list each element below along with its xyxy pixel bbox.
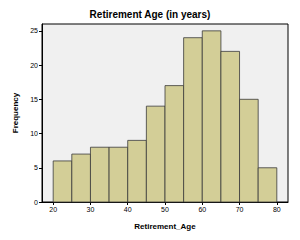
svg-text:20: 20 (30, 62, 38, 69)
svg-text:5: 5 (34, 164, 38, 171)
svg-text:10: 10 (30, 130, 38, 137)
svg-text:Frequency: Frequency (11, 92, 20, 133)
svg-text:Retirement_Age: Retirement_Age (134, 222, 196, 231)
svg-text:60: 60 (198, 206, 206, 213)
svg-text:Retirement Age (in years): Retirement Age (in years) (90, 9, 211, 20)
svg-text:15: 15 (30, 96, 38, 103)
svg-text:20: 20 (49, 206, 57, 213)
svg-text:0: 0 (34, 199, 38, 206)
svg-text:40: 40 (124, 206, 132, 213)
svg-text:25: 25 (30, 27, 38, 34)
svg-text:50: 50 (161, 206, 169, 213)
svg-text:70: 70 (236, 206, 244, 213)
svg-text:80: 80 (273, 206, 281, 213)
svg-text:30: 30 (87, 206, 95, 213)
